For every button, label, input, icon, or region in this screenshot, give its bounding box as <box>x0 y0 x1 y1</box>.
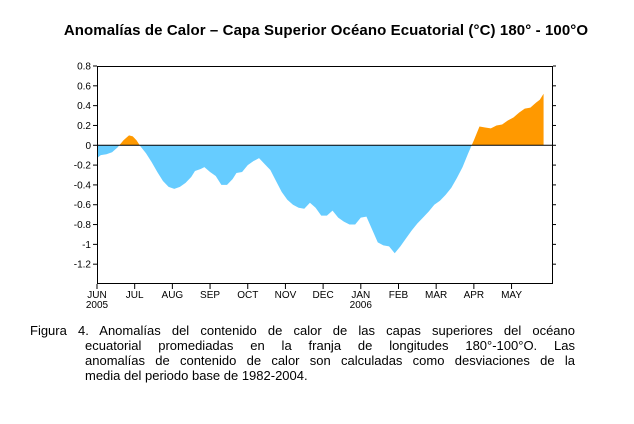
caption-line-2: ecuatorial promediadas en la franja de l… <box>85 338 575 353</box>
y-tick-label: -0.8 <box>74 220 92 231</box>
x-tick-label: DEC <box>313 290 334 301</box>
axis-layer: 0.80.60.40.20-0.2-0.4-0.6-0.8-1-1.2JUN20… <box>74 62 556 311</box>
x-tick-label: JUN <box>87 290 106 301</box>
x-tick-label: SEP <box>200 290 220 301</box>
y-tick-label: -0.6 <box>74 200 92 211</box>
caption-line-1: Figura 4. Anomalías del contenido de cal… <box>30 323 575 338</box>
y-tick-label: -1.2 <box>74 260 92 271</box>
y-tick-label: -0.2 <box>74 161 92 172</box>
positive-anomaly-area <box>119 135 140 146</box>
caption-line-4: media del periodo base de 1982-2004. <box>85 368 308 383</box>
x-tick-label: MAR <box>425 290 447 301</box>
figure-caption: Figura 4. Anomalías del contenido de cal… <box>30 323 575 383</box>
area-layer <box>97 93 544 254</box>
x-tick-label: APR <box>464 290 485 301</box>
x-tick-label: JUL <box>126 290 144 301</box>
positive-anomaly-area <box>471 93 544 146</box>
x-tick-label: FEB <box>389 290 409 301</box>
y-tick-label: 0 <box>85 141 91 152</box>
caption-line-3: anomalías de contenido de calor son calc… <box>85 353 575 368</box>
y-tick-label: -1 <box>82 240 91 251</box>
y-tick-label: 0.6 <box>77 81 91 92</box>
x-tick-year-label: 2006 <box>350 300 373 311</box>
y-tick-label: -0.4 <box>74 180 92 191</box>
x-tick-year-label: 2005 <box>86 300 109 311</box>
x-tick-label: JAN <box>351 290 370 301</box>
plot-frame <box>97 66 553 284</box>
x-tick-label: OCT <box>237 290 258 301</box>
x-tick-label: NOV <box>275 290 297 301</box>
negative-anomaly-area <box>139 145 472 254</box>
y-tick-label: 0.4 <box>77 101 91 112</box>
negative-anomaly-area <box>97 145 120 159</box>
y-tick-label: 0.8 <box>77 62 91 73</box>
x-tick-label: MAY <box>501 290 522 301</box>
x-tick-label: AUG <box>162 290 184 301</box>
y-tick-label: 0.2 <box>77 121 91 132</box>
chart-title: Anomalías de Calor – Capa Superior Océan… <box>63 22 589 39</box>
